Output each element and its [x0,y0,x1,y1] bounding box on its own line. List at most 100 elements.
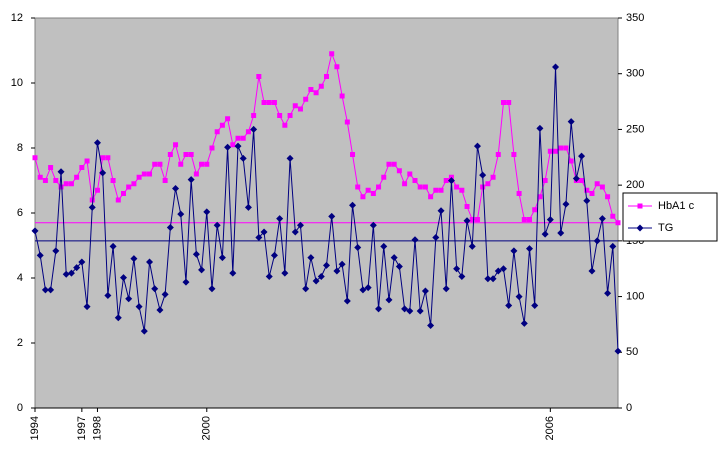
marker [390,254,398,262]
marker [178,161,184,167]
marker [520,319,528,327]
marker [412,178,418,183]
marker [41,286,49,294]
legend-label: TG [658,222,673,234]
marker [615,220,621,226]
marker [380,242,388,250]
marker [484,275,492,283]
x-tick-label: 2006 [544,416,556,440]
marker [261,100,267,105]
marker [391,161,397,167]
y-tick-label: 12 [11,12,23,24]
y2-tick-label: 100 [626,290,644,302]
marker [557,229,565,237]
marker [245,129,251,135]
marker [140,327,148,335]
marker [73,264,81,272]
marker [458,273,466,281]
marker [209,145,215,151]
y-tick-label: 4 [17,272,23,284]
marker [558,145,564,151]
y-tick-label: 6 [17,207,23,219]
marker [589,191,595,196]
marker [338,260,346,268]
marker [225,116,231,122]
marker [594,181,600,187]
marker [360,194,366,200]
marker [282,122,288,128]
marker [438,187,444,193]
y-tick-label: 10 [11,77,23,89]
y2-tick-label: 50 [626,346,638,358]
marker [578,152,586,160]
marker [281,269,289,277]
marker [67,269,75,277]
marker [375,305,383,313]
marker [99,169,107,177]
marker [527,217,533,222]
marker [152,161,158,167]
marker [416,307,424,315]
marker [364,284,372,292]
y-tick-label: 2 [17,337,23,349]
marker [235,135,241,141]
marker [506,100,512,105]
marker [167,152,173,157]
marker [141,171,147,177]
marker [177,210,185,218]
marker [173,142,179,148]
marker [428,194,434,200]
marker [126,184,132,190]
marker [588,267,596,275]
marker [532,207,538,213]
marker [105,155,111,161]
marker [53,178,59,183]
marker [318,83,324,89]
y2-tick-label: 0 [626,402,632,414]
marker [244,203,252,211]
marker [156,306,164,314]
marker [417,184,423,190]
marker [204,161,210,167]
marker [443,178,449,183]
marker [401,305,409,313]
marker [303,96,309,102]
marker [609,242,617,250]
marker [344,119,350,125]
marker [115,197,121,203]
marker [474,217,480,222]
marker [52,247,60,255]
marker [125,295,133,303]
marker [402,181,408,187]
marker [376,184,382,190]
x-tick-label: 1997 [76,416,88,440]
marker [339,93,345,99]
marker [199,161,205,167]
marker [120,191,126,196]
legend-label: HbA1 c [658,200,695,212]
marker [114,314,122,322]
marker [292,103,298,109]
marker [536,124,544,132]
marker [37,174,43,180]
marker [317,273,325,281]
marker [193,171,199,177]
marker [381,174,387,180]
marker [260,228,268,236]
marker [88,203,96,211]
marker [442,285,450,293]
marker [511,152,517,157]
y-tick-label: 0 [17,402,23,414]
marker [572,174,580,182]
marker [386,161,392,167]
marker [541,230,549,238]
marker [256,74,262,79]
marker [489,275,497,283]
y2-tick-label: 250 [626,123,644,135]
marker [516,191,522,196]
marker [57,168,65,176]
marker [422,184,428,190]
marker [265,273,273,281]
marker [599,184,605,190]
marker [214,129,220,135]
